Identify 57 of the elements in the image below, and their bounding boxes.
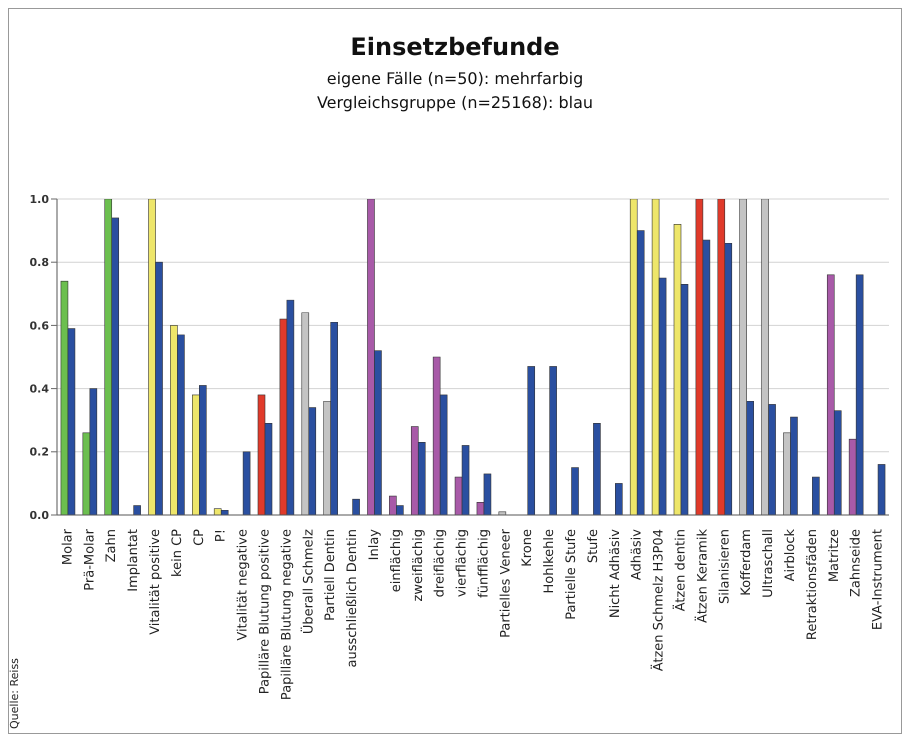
x-tick-label: Zahnseide	[848, 529, 864, 597]
x-tick-label: Stufe	[586, 529, 601, 564]
x-tick-label: Airblock	[782, 528, 798, 582]
x-tick-label: kein CP	[170, 528, 185, 577]
x-tick-label: Ätzen Keramik	[694, 528, 710, 623]
y-tick-label: 1.0	[30, 192, 50, 206]
x-tick-label: Implantat	[126, 529, 142, 592]
bar	[549, 366, 557, 515]
x-tick-label: zweiflächig	[410, 529, 426, 602]
x-tick-label: fünfflächig	[476, 529, 492, 598]
x-tick-label: Ätzen dentin	[672, 529, 688, 612]
y-tick-label: 0.6	[30, 319, 50, 332]
chart-subtitle: eigene Fälle (n=50): mehrfarbig Vergleichsgruppe (n=25168): blau	[316, 68, 594, 114]
bar	[352, 498, 360, 515]
bar	[571, 467, 579, 515]
x-tick-label: einflächig	[388, 529, 404, 592]
bar	[878, 464, 886, 515]
x-tick-label: Silanisieren	[717, 529, 732, 604]
bar	[593, 423, 601, 515]
x-tick-label: Partielles Veneer	[498, 528, 514, 638]
x-tick-label: Vitalität positive	[148, 529, 164, 635]
x-tick-label: Ultraschall	[761, 529, 776, 598]
x-tick-label: Nicht Adhäsiv	[608, 528, 623, 618]
source-note: Quelle: Reiss	[8, 658, 21, 729]
y-tick-label: 0.2	[30, 446, 49, 459]
x-tick-label: Papilläre Blutung positive	[258, 529, 272, 694]
x-tick-label: P!	[214, 529, 229, 542]
x-tick-label: EVA-Instrument	[870, 529, 886, 630]
x-tick-label: Retraktionsfäden	[804, 529, 820, 640]
x-tick-label: Zahn	[104, 529, 120, 562]
bar	[242, 452, 250, 515]
x-tick-label: vierflächig	[454, 529, 470, 598]
y-tick-label: 0.4	[30, 382, 50, 396]
bar	[133, 505, 141, 515]
bar	[812, 476, 820, 515]
x-tick-label: Inlay	[366, 528, 382, 560]
x-tick-label: Matritze	[826, 529, 842, 582]
bar	[527, 366, 536, 515]
x-tick-label: Prä-Molar	[82, 528, 98, 591]
x-tick-label: Partiell Dentin	[323, 529, 338, 621]
x-tick-label: Kofferdam	[739, 529, 754, 596]
x-tick-label: Ätzen Schmelz H3P04	[650, 529, 667, 672]
y-tick-label: 0.8	[30, 256, 49, 270]
x-tick-label: Vitalität negative	[236, 529, 251, 641]
chart-title: Einsetzbefunde	[349, 33, 561, 61]
x-tick-label: Hohlkehle	[542, 529, 558, 594]
x-tick-label: Krone	[520, 529, 536, 567]
x-tick-label: ausschließlich Dentin	[345, 529, 360, 668]
x-tick-label: CP	[192, 528, 207, 546]
x-tick-label: Überall Schmelz	[300, 528, 316, 634]
y-tick-label: 0.0	[30, 508, 50, 522]
x-tick-label: Papilläre Blutung negative	[279, 529, 294, 700]
x-tick-label: dreiflächig	[432, 529, 448, 598]
x-tick-label: Adhäsiv	[630, 528, 645, 580]
bar	[615, 483, 623, 515]
x-tick-label: Partielle Stufe	[564, 529, 580, 620]
x-tick-label: Molar	[60, 528, 76, 566]
